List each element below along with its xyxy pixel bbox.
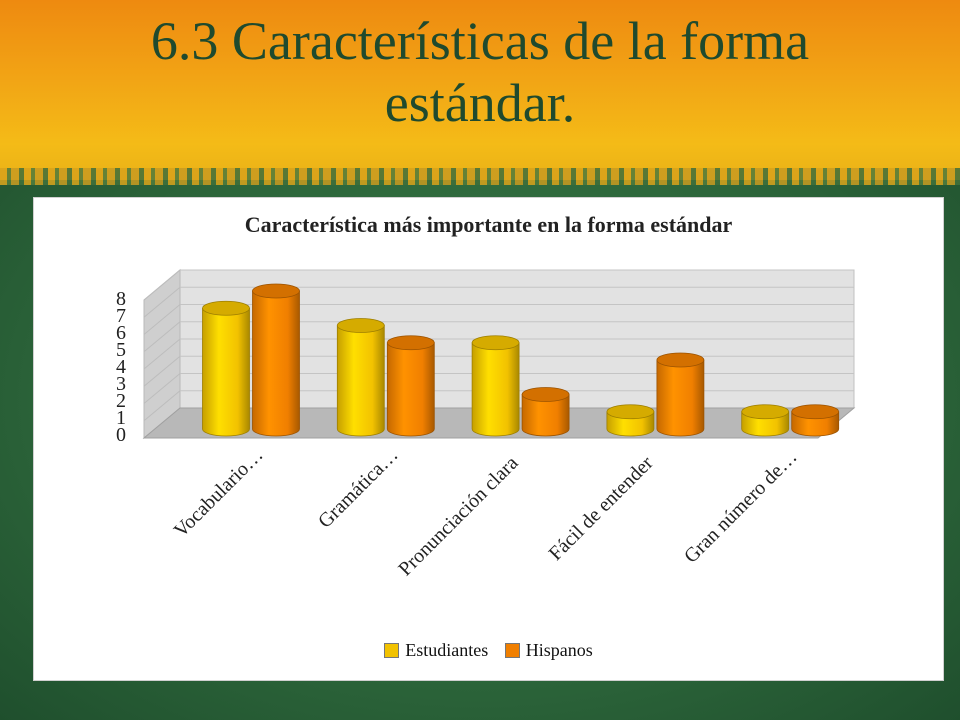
legend-swatch-hispanos <box>504 643 520 658</box>
bar-hispanos-1 <box>386 342 435 437</box>
x-tick-label: Vocabulario… <box>170 444 268 542</box>
slide-title-line-1: 6.3 Características de la forma <box>150 11 810 71</box>
banner-edge-decoration <box>0 168 960 190</box>
bar-hispanos-3 <box>656 359 705 437</box>
gridline-side <box>143 355 181 387</box>
y-tick-label: 8 <box>116 288 126 310</box>
bar-top-estudiantes-2 <box>471 335 520 351</box>
chart-title: Característica más importante en la form… <box>244 212 733 237</box>
gridline-side <box>143 286 181 318</box>
y-tick-label: 2 <box>116 390 126 412</box>
bar-top-estudiantes-4 <box>741 404 790 420</box>
slide-title: 6.3 Características de la forma estándar… <box>0 10 960 134</box>
title-banner <box>0 0 960 180</box>
legend-item-estudiantes: Estudiantes <box>384 640 488 661</box>
x-tick-label: Gran número de… <box>680 446 802 568</box>
bar-hispanos-0 <box>252 290 300 437</box>
bar-hispanos-2 <box>521 394 570 437</box>
y-tick-label: 4 <box>116 356 126 378</box>
chart-legend: Estudiantes Hispanos <box>34 640 943 663</box>
gridline-side <box>143 338 181 370</box>
y-tick-label: 3 <box>116 373 126 395</box>
bar-estudiantes-2 <box>471 342 520 437</box>
bar-top-hispanos-3 <box>656 352 705 368</box>
bar-top-estudiantes-1 <box>336 318 385 333</box>
y-tick-label: 5 <box>116 339 126 361</box>
x-tick-label: Gramática… <box>314 444 403 533</box>
y-tick-label: 7 <box>116 305 126 327</box>
x-tick-label: Pronunciación clara <box>394 452 522 580</box>
x-tick-label: Fácil de entender <box>545 452 658 565</box>
bar-top-hispanos-4 <box>791 404 840 420</box>
bar-top-hispanos-0 <box>252 283 300 299</box>
bar-top-hispanos-2 <box>521 387 570 402</box>
y-tick-label: 0 <box>116 424 126 446</box>
y-tick-label: 1 <box>116 407 126 429</box>
legend-swatch-estudiantes <box>384 643 400 658</box>
bar-estudiantes-0 <box>202 307 250 437</box>
bar-top-estudiantes-0 <box>202 300 250 316</box>
bar-top-estudiantes-3 <box>606 404 655 420</box>
legend-label-estudiantes: Estudiantes <box>405 640 489 660</box>
y-tick-label: 6 <box>116 322 126 344</box>
legend-label-hispanos: Hispanos <box>525 640 593 660</box>
bar-estudiantes-1 <box>336 325 385 437</box>
bar-top-hispanos-1 <box>386 335 435 351</box>
gridline-side <box>143 304 181 335</box>
legend-item-hispanos: Hispanos <box>504 640 593 661</box>
gridline-side <box>143 373 181 404</box>
chart-panel: Característica más importante en la form… <box>33 197 944 681</box>
gridline-side <box>143 390 181 422</box>
gridline-side <box>143 269 181 301</box>
slide-title-line-2: estándar. <box>384 73 576 133</box>
gridline-side <box>143 321 181 353</box>
